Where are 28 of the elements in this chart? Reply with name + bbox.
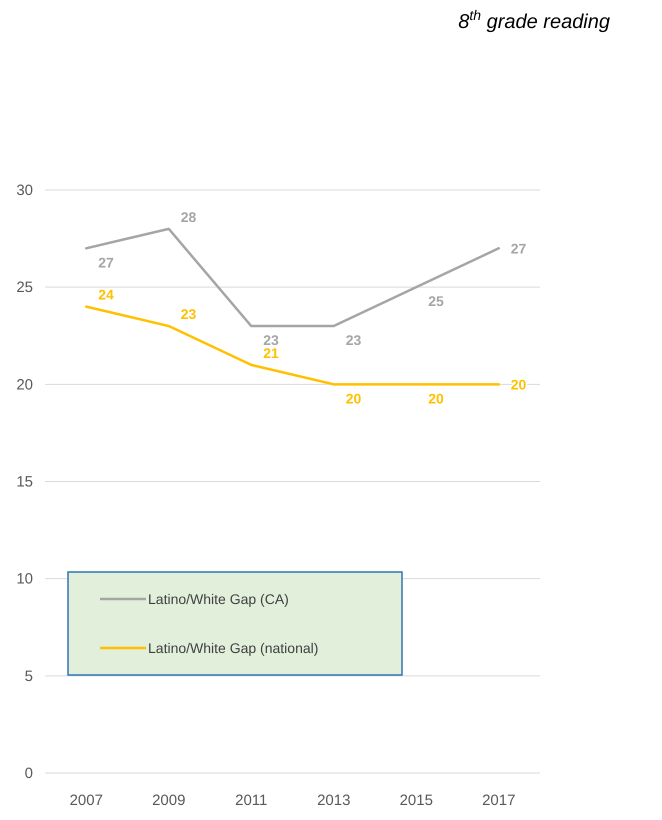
x-tick-label: 2013 xyxy=(317,792,350,809)
line-series xyxy=(85,228,500,328)
y-tick-label: 15 xyxy=(16,474,33,490)
x-tick-label: 2007 xyxy=(70,792,103,809)
chart-title: 8$^{th}$ grade reading xyxy=(458,7,610,33)
y-tick-label: 5 xyxy=(24,668,33,685)
line-series xyxy=(85,305,500,386)
data-label: 27 xyxy=(98,254,114,270)
y-tick-label: 10 xyxy=(16,570,33,588)
legend-label: Latino/White Gap (national) xyxy=(148,640,318,656)
x-tick-label: 2017 xyxy=(482,792,516,809)
data-label: 28 xyxy=(180,208,197,225)
x-tick-label: 2009 xyxy=(152,792,186,809)
x-tick-label: 2011 xyxy=(235,792,268,809)
data-label: 20 xyxy=(346,390,362,406)
data-label: 20 xyxy=(428,390,444,406)
y-tick-label: 20 xyxy=(16,376,33,394)
y-tick-label: 0 xyxy=(24,765,33,782)
data-label: 25 xyxy=(428,293,444,310)
data-label: 20 xyxy=(510,376,527,392)
data-label: 24 xyxy=(98,286,114,303)
data-label: 23 xyxy=(180,306,197,322)
data-label: 23 xyxy=(346,332,362,348)
legend-label: Latino/White Gap (CA) xyxy=(148,591,289,607)
data-label: 27 xyxy=(510,240,527,256)
x-tick-label: 2015 xyxy=(400,792,433,809)
y-tick-label: 25 xyxy=(16,279,33,296)
y-tick-label: 30 xyxy=(16,182,33,199)
